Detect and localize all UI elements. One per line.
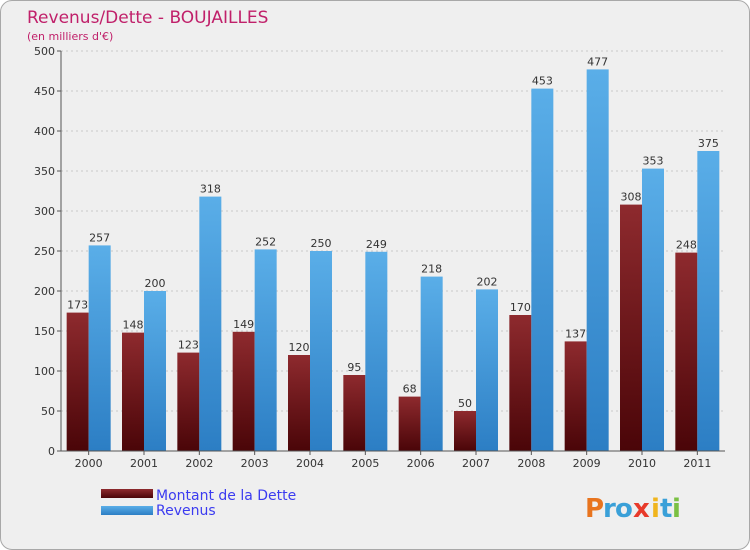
x-tick-label: 2003	[241, 457, 269, 470]
data-label-dette: 137	[565, 327, 586, 340]
bar-dette	[177, 352, 200, 451]
data-label-dette: 50	[458, 397, 472, 410]
x-tick-label: 2004	[296, 457, 324, 470]
bar-revenus	[642, 168, 664, 451]
chart-title: Revenus/Dette - BOUJAILLES	[27, 8, 268, 28]
bar-dette	[509, 315, 532, 451]
data-label-revenus: 202	[477, 275, 498, 288]
logo-letter: i	[651, 494, 660, 524]
y-tick-label: 50	[41, 405, 55, 418]
logo-letter: o	[615, 494, 633, 524]
x-tick-label: 2006	[407, 457, 435, 470]
data-label-revenus: 252	[255, 235, 276, 248]
x-tick-label: 2000	[75, 457, 103, 470]
bar-dette	[232, 331, 255, 451]
y-tick-label: 300	[34, 205, 55, 218]
bar-dette	[398, 396, 421, 451]
x-tick-label: 2010	[628, 457, 656, 470]
legend-label-revenus: Revenus	[156, 503, 216, 519]
data-label-revenus: 375	[698, 137, 719, 150]
data-label-dette: 248	[676, 239, 697, 252]
bar-revenus	[88, 245, 111, 451]
y-tick-label: 400	[34, 125, 55, 138]
x-tick-label: 2007	[462, 457, 490, 470]
logo-letter: P	[585, 494, 604, 524]
logo-letter: x	[633, 494, 650, 524]
data-label-revenus: 353	[643, 155, 664, 168]
data-label-dette: 120	[289, 341, 310, 354]
bar-dette	[66, 312, 89, 451]
data-label-revenus: 257	[89, 231, 110, 244]
bar-revenus	[586, 69, 609, 452]
data-label-revenus: 218	[421, 263, 442, 276]
x-tick-label: 2011	[683, 457, 711, 470]
y-tick-label: 0	[48, 445, 55, 458]
bar-revenus	[254, 249, 277, 451]
bar-dette	[675, 252, 698, 451]
data-label-dette: 149	[233, 318, 254, 331]
bar-revenus	[476, 289, 498, 451]
data-label-revenus: 200	[145, 277, 166, 290]
legend-swatch-revenus	[101, 506, 153, 515]
bar-revenus	[199, 196, 222, 451]
proxiti-logo: P r o x i t i	[585, 494, 681, 524]
data-label-dette: 148	[123, 319, 144, 332]
bar-revenus	[697, 151, 720, 451]
data-label-revenus: 249	[366, 238, 387, 251]
data-label-revenus: 318	[200, 183, 221, 196]
data-label-dette: 123	[178, 339, 199, 352]
data-label-dette: 308	[621, 191, 642, 204]
data-label-revenus: 477	[587, 55, 608, 68]
logo-letter: t	[660, 494, 672, 524]
bar-revenus	[144, 291, 166, 451]
y-tick-label: 150	[34, 325, 55, 338]
y-tick-label: 200	[34, 285, 55, 298]
data-label-dette: 95	[347, 361, 361, 374]
y-tick-label: 350	[34, 165, 55, 178]
data-label-dette: 173	[67, 299, 88, 312]
bar-dette	[343, 375, 366, 451]
bar-dette	[564, 341, 587, 451]
x-tick-label: 2008	[517, 457, 545, 470]
y-tick-label: 250	[34, 245, 55, 258]
bar-dette	[454, 411, 476, 451]
y-tick-label: 500	[34, 45, 55, 58]
bar-revenus	[365, 251, 388, 451]
y-tick-label: 100	[34, 365, 55, 378]
logo-letter: i	[672, 494, 681, 524]
chart-subtitle: (en milliers d'€)	[27, 30, 113, 43]
legend-label-debt: Montant de la Dette	[156, 488, 296, 504]
data-label-dette: 170	[510, 301, 531, 314]
x-tick-label: 2009	[573, 457, 601, 470]
logo-letter: r	[603, 494, 616, 524]
x-tick-label: 2001	[130, 457, 158, 470]
bar-dette	[122, 332, 144, 451]
x-tick-label: 2002	[185, 457, 213, 470]
y-tick-label: 450	[34, 85, 55, 98]
legend: Montant de la Dette Revenus	[101, 488, 296, 519]
bar-revenus	[420, 276, 443, 451]
data-label-dette: 68	[403, 383, 417, 396]
data-label-revenus: 250	[311, 237, 332, 250]
bar-revenus	[310, 251, 332, 451]
bar-revenus	[531, 88, 554, 451]
bar-dette	[288, 355, 310, 451]
data-label-revenus: 453	[532, 75, 553, 88]
x-tick-label: 2005	[351, 457, 379, 470]
legend-swatch-debt	[101, 489, 153, 498]
bar-dette	[620, 204, 642, 451]
